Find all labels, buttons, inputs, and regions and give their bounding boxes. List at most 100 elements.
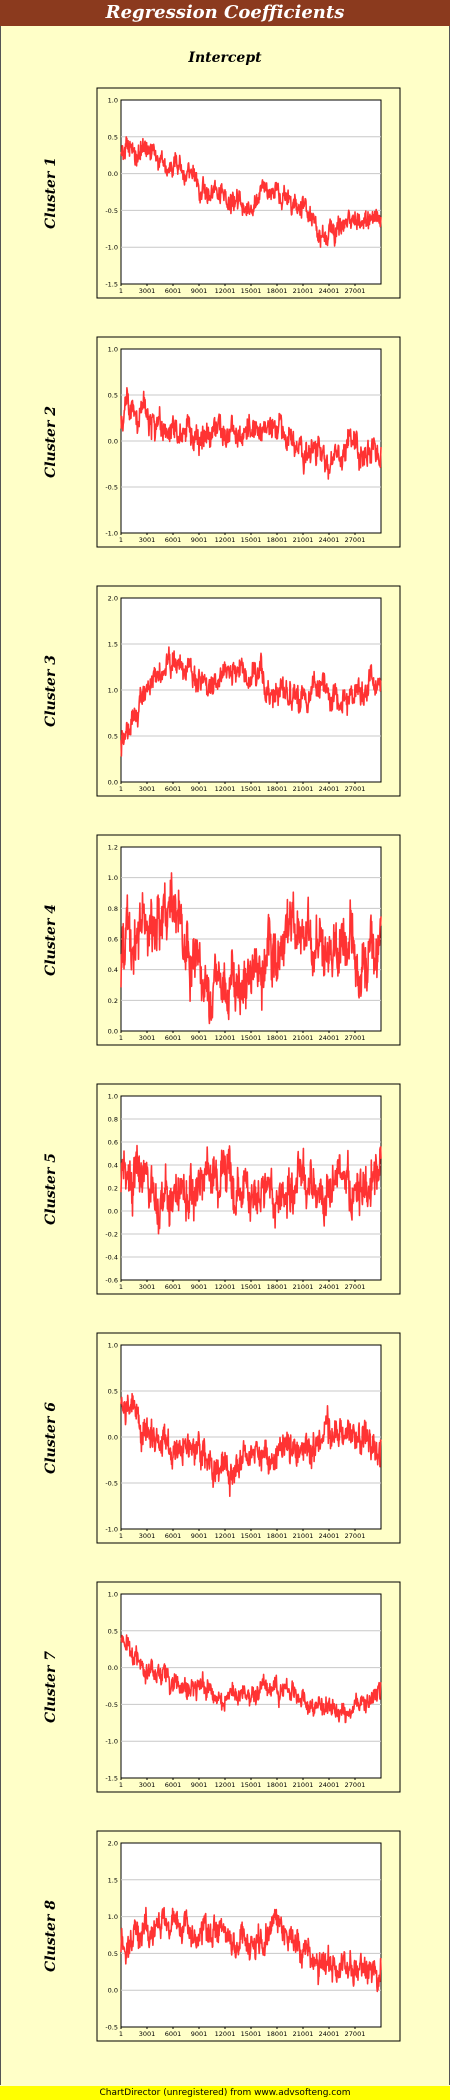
x-tick-label: 27001: [345, 1034, 366, 1042]
x-tick-label: 21001: [293, 785, 314, 793]
y-tick-label: 0.6: [108, 1139, 118, 1147]
y-tick-label: 1.2: [108, 844, 118, 852]
chart-cluster-1: 1.0 0.5 0.0 -0.5 -1.0 -1.51 3001 6001 9001 12001 1…: [43, 87, 401, 299]
x-tick-label: 6001: [165, 2030, 182, 2038]
y-tick-label: 1.0: [108, 874, 118, 882]
x-tick-label: 27001: [345, 785, 366, 793]
y-tick-label: 0.4: [108, 1162, 118, 1170]
x-tick-label: 12001: [215, 1781, 236, 1789]
y-tick-label: 0.5: [108, 1388, 118, 1396]
y-tick-label: -0.6: [105, 1277, 118, 1285]
x-tick-label: 12001: [215, 1283, 236, 1291]
x-tick-label: 21001: [293, 2030, 314, 2038]
chart-cluster-2: 1.0 0.5 0.0 -0.5 -1.01 3001 6001 9001 12001 15001…: [43, 336, 401, 548]
x-tick-label: 18001: [267, 2030, 288, 2038]
y-tick-label: 1.0: [108, 687, 118, 695]
x-tick-label: 18001: [267, 536, 288, 544]
x-tick-label: 6001: [165, 536, 182, 544]
x-tick-label: 1: [119, 536, 123, 544]
y-tick-label: -0.5: [105, 2024, 118, 2032]
x-tick-label: 27001: [345, 1781, 366, 1789]
x-tick-label: 9001: [191, 2030, 208, 2038]
plot-area: [120, 1842, 382, 2028]
x-tick-label: 21001: [293, 287, 314, 295]
series-line: [120, 1392, 382, 1497]
cluster-label: Cluster 4: [43, 904, 59, 976]
x-tick-label: 27001: [345, 1532, 366, 1540]
x-tick-label: 1: [119, 287, 123, 295]
x-tick-label: 21001: [293, 1781, 314, 1789]
x-tick-label: 3001: [139, 2030, 156, 2038]
y-tick-label: -0.5: [105, 207, 118, 215]
y-tick-label: -0.4: [105, 1254, 118, 1262]
chart-cluster-7: 1.0 0.5 0.0 -0.5 -1.0 -1.51 3001 6001 9001 12001 1…: [43, 1581, 401, 1793]
cluster-label: Cluster 1: [43, 157, 59, 229]
y-tick-label: 1.5: [108, 1876, 118, 1884]
x-tick-label: 3001: [139, 1283, 156, 1291]
y-tick-label: -0.2: [105, 1231, 118, 1239]
page-title: Regression Coefficients: [105, 2, 345, 23]
x-tick-label: 24001: [319, 1532, 340, 1540]
x-tick-label: 3001: [139, 785, 156, 793]
x-tick-label: 18001: [267, 1283, 288, 1291]
x-tick-label: 27001: [345, 536, 366, 544]
y-tick-label: 0.0: [108, 1987, 118, 1995]
y-tick-label: 1.5: [108, 641, 118, 649]
plot-area: [120, 1593, 382, 1779]
x-tick-label: 1: [119, 1034, 123, 1042]
x-tick-label: 15001: [241, 2030, 262, 2038]
y-tick-label: 0.5: [108, 1950, 118, 1958]
y-tick-label: -0.5: [105, 484, 118, 492]
x-tick-label: 1: [119, 785, 123, 793]
y-tick-label: 0.5: [108, 392, 118, 400]
page-header: Regression Coefficients: [0, 0, 450, 26]
x-tick-label: 18001: [267, 1532, 288, 1540]
y-tick-label: 1.0: [108, 1093, 118, 1101]
y-tick-label: 0.8: [108, 1116, 118, 1124]
x-tick-label: 6001: [165, 287, 182, 295]
x-tick-label: 6001: [165, 785, 182, 793]
x-tick-label: 27001: [345, 1283, 366, 1291]
x-tick-label: 6001: [165, 1283, 182, 1291]
x-tick-label: 24001: [319, 2030, 340, 2038]
x-tick-label: 1: [119, 1781, 123, 1789]
y-tick-label: 1.0: [108, 346, 118, 354]
cluster-label: Cluster 3: [43, 655, 59, 727]
x-tick-label: 15001: [241, 1034, 262, 1042]
chart-cluster-3: 2.0 1.5 1.0 0.5 0.01 3001 6001 9001 12001 15001 18…: [43, 585, 401, 797]
y-tick-label: -1.5: [105, 281, 118, 289]
x-tick-label: 6001: [165, 1781, 182, 1789]
x-tick-label: 12001: [215, 2030, 236, 2038]
x-tick-label: 15001: [241, 1283, 262, 1291]
x-tick-label: 9001: [191, 1034, 208, 1042]
y-tick-label: 0.2: [108, 1185, 118, 1193]
x-tick-label: 3001: [139, 287, 156, 295]
cluster-label: Cluster 7: [43, 1651, 59, 1723]
y-tick-label: -0.5: [105, 1480, 118, 1488]
x-tick-label: 24001: [319, 536, 340, 544]
x-tick-label: 3001: [139, 536, 156, 544]
x-tick-label: 15001: [241, 536, 262, 544]
x-tick-label: 18001: [267, 785, 288, 793]
x-tick-label: 18001: [267, 1034, 288, 1042]
x-tick-label: 12001: [215, 536, 236, 544]
x-tick-label: 15001: [241, 1532, 262, 1540]
series-line: [120, 872, 382, 1025]
x-tick-label: 24001: [319, 287, 340, 295]
y-tick-label: 0.0: [108, 170, 118, 178]
x-tick-label: 24001: [319, 785, 340, 793]
x-tick-label: 21001: [293, 1283, 314, 1291]
x-tick-label: 3001: [139, 1034, 156, 1042]
x-tick-label: 6001: [165, 1034, 182, 1042]
x-tick-label: 3001: [139, 1532, 156, 1540]
x-tick-label: 1: [119, 1283, 123, 1291]
y-tick-label: -1.0: [105, 1738, 118, 1746]
y-tick-label: 1.0: [108, 97, 118, 105]
cluster-label: Cluster 6: [43, 1402, 59, 1474]
y-tick-label: -1.0: [105, 530, 118, 538]
x-tick-label: 9001: [191, 1532, 208, 1540]
x-tick-label: 9001: [191, 1283, 208, 1291]
chart-cluster-5: 1.0 0.8 0.6 0.4 0.2 0.0 -0.2 -0.4 -0.61 3001 6001 9…: [43, 1083, 401, 1295]
cluster-label: Cluster 8: [43, 1900, 59, 1972]
